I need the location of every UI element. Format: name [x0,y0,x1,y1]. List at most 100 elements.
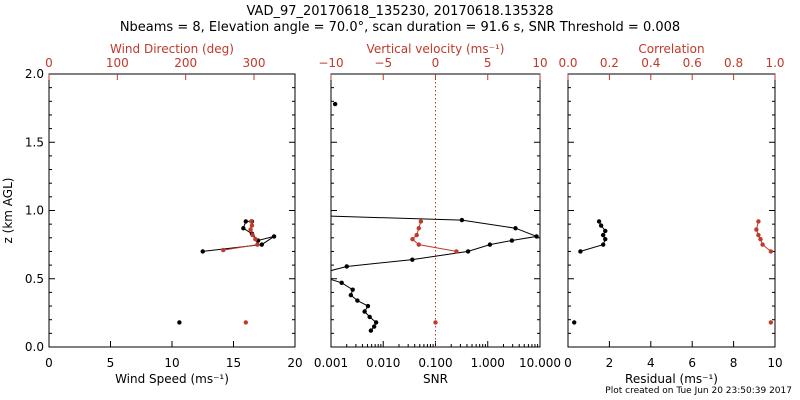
x-top-tick-label: 0.4 [641,56,660,70]
data-point [271,234,277,239]
data-point [248,227,253,232]
data-point [355,298,360,303]
data-point [758,236,763,242]
data-point [243,320,248,325]
data-point [465,249,471,254]
y-axis-label: z (km AGL) [1,178,15,244]
data-point [373,320,379,325]
x-bottom-tick-label: 20 [287,356,302,370]
data-point [600,242,606,247]
y-tick-label: 0.0 [25,340,44,354]
series-line-2-1 [331,215,539,331]
data-point [487,242,493,247]
series-line-2-2 [411,221,457,252]
data-point [603,236,608,242]
data-point [603,228,608,234]
x-top-tick-label: −10 [318,56,343,70]
x-top-tick-label: −5 [374,56,392,70]
x-top-tick-label: 100 [106,56,129,70]
data-point [339,280,344,286]
x-top-tick-label: 0 [45,56,53,70]
data-point [414,232,419,238]
x-top-tick-label: 0.2 [600,56,619,70]
x-top-tick-label: 0.0 [558,56,577,70]
x-top-tick-label: 200 [174,56,197,70]
data-point [433,320,438,325]
plot-frame-1 [48,73,296,348]
y-tick-label: 0.5 [25,272,44,286]
x-bottom-tick-label: 0 [564,356,572,370]
x-bottom-tick-label: 10 [164,356,179,370]
data-point [600,232,606,238]
x-bottom-tick-label: 6 [688,356,696,370]
data-point [572,320,577,325]
x-bottom-tick-label: 1.000 [471,356,505,370]
data-point [534,234,539,239]
x-top-axis-label: Correlation [638,42,704,56]
data-point [410,236,415,242]
x-top-tick-label: 300 [243,56,266,70]
data-point [459,217,465,223]
data-point [418,219,424,224]
data-point [760,242,765,247]
data-point [756,219,761,224]
x-top-tick-label: 0.6 [683,56,702,70]
x-bottom-axis-label: Wind Speed (ms⁻¹) [115,372,229,386]
data-point [416,242,421,247]
chart-subtitle: Nbeams = 8, Elevation angle = 70.0°, sca… [119,20,681,35]
x-bottom-axis-label: SNR [423,372,448,386]
x-bottom-tick-label: 10.000 [519,356,561,370]
x-top-tick-label: 1.0 [765,56,784,70]
x-bottom-tick-label: 15 [226,356,241,370]
x-top-tick-label: 0.8 [724,56,743,70]
data-point [362,309,367,314]
x-bottom-axis-label: Residual (ms⁻¹) [625,372,718,386]
data-point [754,227,759,232]
data-point [598,223,604,228]
x-top-tick-label: 0 [432,56,440,70]
data-point [513,226,518,231]
data-point [243,219,248,224]
data-point [596,219,602,224]
x-bottom-tick-label: 0.001 [314,356,348,370]
x-bottom-tick-label: 2 [606,356,614,370]
x-top-tick-label: 5 [484,56,492,70]
data-point [578,249,583,254]
x-top-tick-label: 10 [532,56,547,70]
data-point [756,232,761,238]
y-tick-label: 2.0 [25,67,44,81]
x-bottom-tick-label: 5 [107,356,115,370]
data-point [365,303,371,309]
data-point [241,226,246,231]
data-point [253,236,258,242]
series-line-1-1 [202,220,275,252]
plot-frame-3 [567,73,776,348]
data-point [454,249,459,254]
data-point [371,324,377,329]
data-point [509,238,515,243]
data-point [768,249,774,254]
data-point [416,226,421,231]
data-point [348,292,354,298]
data-point [250,232,255,238]
x-top-axis-label: Vertical velocity (ms⁻¹) [367,42,505,56]
data-point [368,328,374,333]
x-bottom-tick-label: 4 [647,356,655,370]
data-point [221,247,226,253]
data-point [200,249,205,254]
data-point [259,242,264,247]
x-bottom-tick-label: 10 [767,356,782,370]
data-point [367,314,372,320]
data-point [768,320,774,325]
data-point [344,264,349,269]
data-point [249,219,254,224]
x-bottom-tick-label: 0 [45,356,53,370]
x-bottom-tick-label: 0.100 [418,356,452,370]
x-top-axis-label: Wind Direction (deg) [110,42,234,56]
y-tick-label: 1.0 [25,204,44,218]
x-bottom-tick-label: 0.010 [366,356,400,370]
data-point [249,223,255,228]
data-point [177,320,182,325]
data-point [255,242,260,247]
